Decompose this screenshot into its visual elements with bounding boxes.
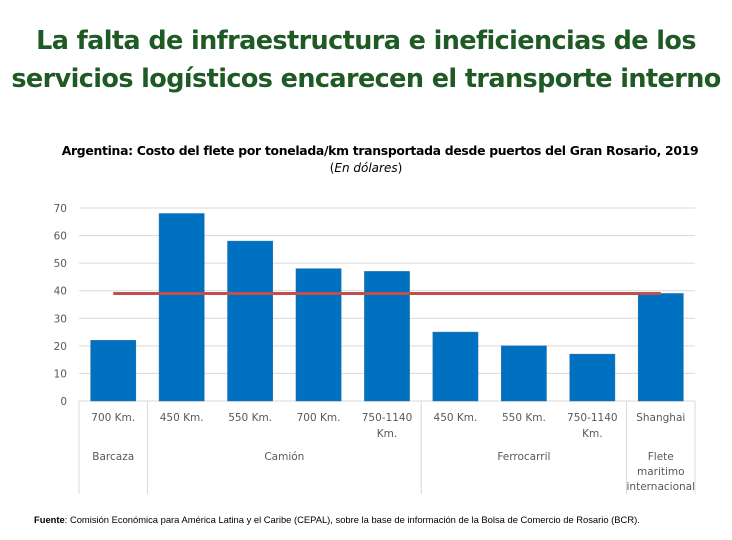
source-text: : Comisión Económica para América Latina… (64, 514, 640, 525)
x-tick-label: 750-1140 (362, 412, 413, 424)
x-tick-label: 700 Km. (91, 412, 135, 424)
group-label: maritimo (637, 466, 685, 478)
y-tick-label: 30 (54, 313, 67, 325)
y-tick-label: 0 (60, 396, 67, 408)
x-tick-label: 550 Km. (228, 412, 272, 424)
chart-subtitle: (En dólares) (329, 161, 403, 175)
headline-line-2: servicios logísticos encarecen el transp… (11, 64, 721, 94)
x-tick-label: Km. (582, 428, 602, 440)
x-tick-label: 550 Km. (502, 412, 546, 424)
bars (90, 213, 684, 402)
headline-line-1: La falta de infraestructura e ineficienc… (36, 26, 696, 56)
headline: La falta de infraestructura e ineficienc… (0, 22, 732, 98)
x-tick-label: 750-1140 (567, 412, 618, 424)
group-label: Camión (264, 451, 304, 463)
y-tick-label: 20 (54, 341, 67, 353)
bar (501, 345, 547, 402)
x-tick-label: Shanghai (636, 412, 685, 424)
x-tick-label: Km. (377, 428, 397, 440)
bar (227, 240, 273, 402)
bar (90, 340, 137, 402)
group-label: Ferrocarril (497, 451, 550, 463)
bar (637, 293, 684, 402)
x-tick-label: 450 Km. (434, 412, 478, 424)
y-axis-ticks: 0 10 20 30 40 50 60 70 (54, 203, 67, 408)
y-tick-label: 50 (54, 258, 67, 270)
x-axis: 700 Km. 450 Km. 550 Km. 700 Km. 750-1140 Km. 4… (78, 401, 696, 494)
chart-subtitle-units: En dólares (334, 161, 398, 175)
group-label: internacional (627, 481, 696, 493)
bar (432, 331, 479, 402)
y-tick-label: 10 (54, 368, 67, 380)
source-label: Fuente (34, 514, 65, 525)
x-tick-label: 450 Km. (160, 412, 204, 424)
group-label: Barcaza (92, 451, 134, 463)
y-tick-label: 70 (54, 203, 67, 215)
bar (364, 271, 410, 402)
y-tick-label: 40 (54, 286, 67, 298)
y-tick-label: 60 (54, 231, 67, 243)
bar (569, 353, 616, 402)
bar (295, 268, 342, 402)
source-note: Fuente: Comisión Económica para América … (34, 514, 640, 525)
bar (158, 213, 205, 402)
chart-title: Argentina: Costo del flete por tonelada/… (61, 143, 699, 158)
group-label: Flete (648, 451, 674, 463)
x-tick-label: 700 Km. (297, 412, 341, 424)
